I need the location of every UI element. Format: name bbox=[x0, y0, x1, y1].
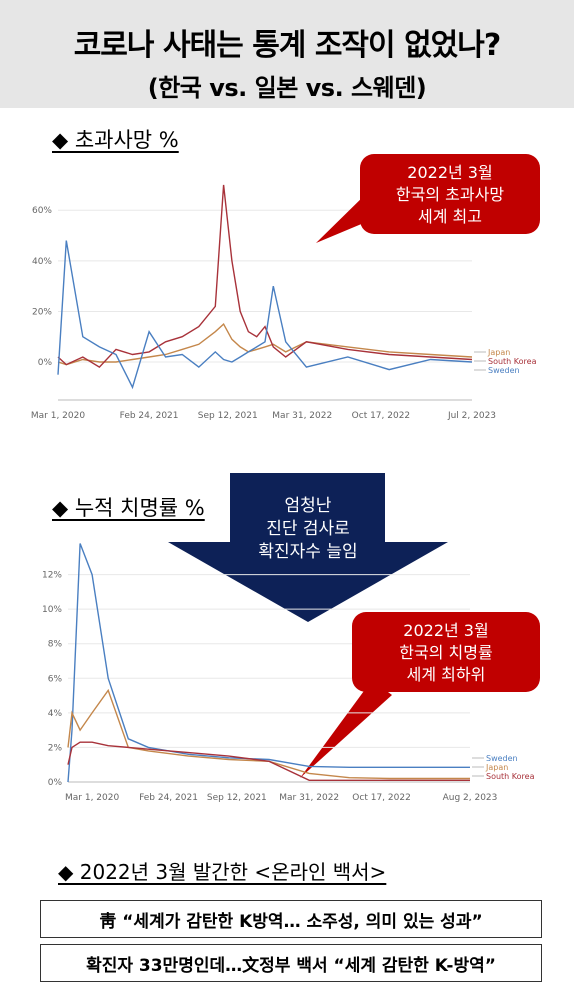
arrow-caption: 엄청난 진단 검사로 확진자수 늘임 bbox=[238, 495, 378, 564]
y-tick-label: 10% bbox=[42, 605, 62, 615]
x-tick-label: Feb 24, 2021 bbox=[120, 411, 179, 421]
series-line-japan bbox=[67, 688, 470, 780]
excess-deaths-chart: 0% 20% 40% 60% Mar 1, 2020 Feb 24, 2021 Sep 12… bbox=[31, 184, 537, 421]
series-line-sweden bbox=[67, 543, 470, 783]
down-arrow-shape bbox=[168, 473, 448, 622]
y-tick-label: 60% bbox=[32, 206, 52, 216]
callout-line: 한국의 초과사망 bbox=[395, 185, 505, 204]
section-fatality-label: ◆ 누적 치명률 % bbox=[52, 496, 205, 520]
x-tick-label: Feb 24, 2021 bbox=[139, 793, 198, 803]
legend-south-korea: South Korea bbox=[488, 357, 537, 366]
x-tick-label: Sep 12, 2021 bbox=[207, 793, 267, 803]
x-tick-label: Oct 17, 2022 bbox=[352, 411, 411, 421]
y-tick-label: 2% bbox=[48, 743, 63, 753]
callout-excess-deaths: 2022년 3월 한국의 초과사망 세계 최고 bbox=[360, 154, 540, 234]
y-tick-label: 8% bbox=[48, 640, 63, 650]
arrow-line: 엄청난 bbox=[284, 496, 332, 516]
callout-line: 세계 최하위 bbox=[406, 665, 486, 684]
section-excess-deaths-label: ◆ 초과사망 % bbox=[52, 128, 179, 152]
x-tick-label: Mar 1, 2020 bbox=[31, 411, 85, 421]
legend-south-korea: South Korea bbox=[486, 772, 535, 781]
series-line-sweden bbox=[57, 240, 473, 390]
callout-fatality-rate: 2022년 3월 한국의 치명률 세계 최하위 bbox=[352, 612, 540, 692]
x-tick-label: Aug 2, 2023 bbox=[443, 793, 498, 803]
headline-box-2: 확진자 33만명인데…文정부 백서 “세계 감탄한 K-방역” bbox=[40, 944, 542, 982]
headline-box-1: 靑 “세계가 감탄한 K방역… 소주성, 의미 있는 성과” bbox=[40, 900, 542, 938]
series-line-south-korea bbox=[57, 184, 473, 368]
legend-sweden: Sweden bbox=[486, 754, 518, 763]
callout-pointer-2 bbox=[300, 680, 392, 778]
arrow-line: 진단 검사로 bbox=[266, 519, 350, 539]
callout-line: 2022년 3월 bbox=[407, 163, 493, 182]
x-tick-label: Jul 2, 2023 bbox=[447, 411, 496, 421]
x-tick-label: Oct 17, 2022 bbox=[352, 793, 411, 803]
x-tick-label: Mar 31, 2022 bbox=[279, 793, 339, 803]
page-subtitle: (한국 vs. 일본 vs. 스웨덴) bbox=[147, 74, 427, 102]
y-tick-label: 4% bbox=[48, 709, 63, 719]
header-banner: 코로나 사태는 통계 조작이 없었나? (한국 vs. 일본 vs. 스웨덴) bbox=[0, 0, 574, 108]
callout-pointer-1 bbox=[316, 190, 390, 243]
page-title: 코로나 사태는 통계 조작이 없었나? bbox=[73, 28, 502, 63]
y-tick-label: 20% bbox=[32, 307, 52, 317]
y-tick-label: 0% bbox=[48, 778, 63, 788]
fatality-rate-chart: 0% 2% 4% 6% 8% 10% 12% Mar 1, 2020 Feb 24, 2021 S… bbox=[42, 543, 535, 803]
legend-sweden: Sweden bbox=[488, 366, 520, 375]
x-tick-label: Mar 31, 2022 bbox=[272, 411, 332, 421]
y-tick-label: 6% bbox=[48, 674, 63, 684]
series-line-south-korea bbox=[67, 741, 470, 782]
callout-line: 한국의 치명률 bbox=[399, 643, 493, 662]
legend-japan: Japan bbox=[487, 348, 510, 357]
callout-line: 세계 최고 bbox=[418, 207, 482, 226]
y-tick-label: 0% bbox=[38, 358, 53, 368]
section-whitepaper-label: ◆ 2022년 3월 발간한 <온라인 백서> bbox=[58, 860, 387, 884]
callout-line: 2022년 3월 bbox=[403, 621, 489, 640]
x-tick-label: Mar 1, 2020 bbox=[65, 793, 119, 803]
legend-japan: Japan bbox=[485, 763, 508, 772]
y-tick-label: 40% bbox=[32, 257, 52, 267]
arrow-line: 확진자수 늘임 bbox=[258, 542, 358, 562]
y-tick-label: 12% bbox=[42, 571, 62, 581]
x-tick-label: Sep 12, 2021 bbox=[198, 411, 258, 421]
